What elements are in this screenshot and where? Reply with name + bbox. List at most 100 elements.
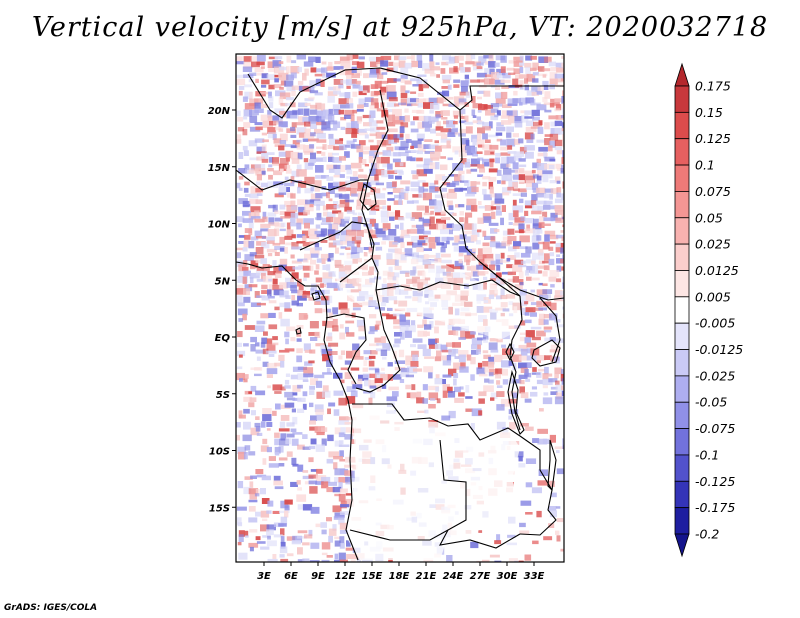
velocity-cell: [452, 224, 461, 231]
velocity-cell: [555, 62, 563, 69]
velocity-cell: [326, 72, 336, 78]
velocity-cell: [520, 332, 530, 335]
velocity-cell: [304, 162, 313, 170]
velocity-cell: [483, 385, 494, 392]
velocity-cell: [297, 504, 306, 510]
velocity-cell: [429, 66, 441, 71]
velocity-cell: [416, 169, 427, 177]
velocity-cell: [434, 356, 442, 362]
velocity-cell: [316, 258, 325, 263]
velocity-cell: [429, 216, 435, 224]
velocity-cell: [442, 182, 451, 186]
velocity-cell: [410, 121, 415, 126]
velocity-cell: [242, 266, 249, 271]
velocity-cell: [508, 558, 518, 562]
velocity-cell: [327, 434, 334, 442]
velocity-cell: [405, 384, 411, 390]
velocity-cell: [309, 426, 318, 431]
velocity-cell: [423, 102, 434, 109]
velocity-cell: [542, 438, 550, 444]
velocity-cell: [416, 397, 425, 404]
velocity-cell: [502, 230, 511, 236]
velocity-cell: [278, 192, 287, 195]
velocity-cell: [441, 193, 448, 198]
velocity-cell: [489, 68, 495, 75]
velocity-cell: [254, 422, 261, 428]
velocity-cell: [273, 289, 284, 296]
velocity-cell: [272, 278, 278, 286]
velocity-cell: [423, 115, 432, 121]
velocity-cell: [423, 79, 428, 88]
velocity-cell: [297, 464, 304, 472]
velocity-cell: [441, 236, 450, 242]
velocity-cell: [274, 246, 285, 250]
velocity-cell: [352, 464, 358, 470]
sao-tome-island: [295, 327, 302, 335]
velocity-cell: [298, 265, 304, 270]
velocity-cell: [340, 308, 350, 315]
velocity-cell: [302, 138, 309, 142]
velocity-cell: [532, 540, 539, 545]
velocity-cell: [236, 366, 243, 370]
velocity-cell: [490, 206, 501, 210]
velocity-cell: [429, 73, 436, 77]
velocity-cell: [500, 163, 509, 169]
velocity-cell: [512, 264, 523, 273]
velocity-cell: [513, 68, 521, 74]
velocity-cell: [536, 187, 546, 195]
border-southern-angola: [349, 529, 449, 541]
velocity-cell: [554, 146, 563, 151]
velocity-cell: [536, 193, 547, 198]
velocity-cell: [464, 121, 474, 125]
velocity-cell: [326, 555, 333, 558]
velocity-cell: [345, 164, 351, 171]
velocity-cell: [406, 366, 418, 374]
velocity-cell: [440, 210, 447, 215]
velocity-cell: [471, 253, 476, 261]
velocity-cell: [332, 210, 342, 214]
velocity-cell: [470, 541, 479, 549]
velocity-cell: [531, 235, 540, 242]
velocity-cell: [388, 235, 394, 241]
velocity-cell: [544, 253, 550, 261]
velocity-cell: [544, 366, 549, 375]
velocity-cell: [506, 264, 514, 269]
velocity-cell: [393, 134, 404, 140]
velocity-cell: [363, 103, 369, 107]
velocity-cell: [304, 121, 311, 127]
velocity-cell: [561, 266, 564, 271]
velocity-cell: [339, 440, 344, 445]
velocity-cell: [482, 181, 487, 187]
velocity-cell: [501, 344, 507, 348]
lon-tick-label: 3E: [257, 571, 271, 582]
velocity-cell: [412, 368, 423, 372]
velocity-cell: [466, 259, 470, 266]
velocity-cell: [464, 145, 475, 154]
velocity-cell: [369, 314, 377, 319]
velocity-cell: [506, 156, 516, 164]
velocity-cell: [340, 427, 346, 435]
velocity-cell: [477, 337, 486, 341]
velocity-cell: [242, 145, 248, 151]
velocity-cell: [400, 367, 410, 373]
velocity-cell: [446, 200, 453, 207]
velocity-cell: [332, 157, 342, 163]
velocity-cell: [236, 61, 245, 65]
velocity-cell: [393, 152, 401, 157]
velocity-cell: [344, 434, 353, 440]
velocity-cell: [304, 349, 313, 353]
velocity-cell: [340, 230, 347, 236]
velocity-cell: [338, 420, 349, 425]
velocity-cell: [543, 204, 551, 210]
velocity-cell: [284, 182, 295, 187]
velocity-cell: [381, 139, 392, 146]
velocity-cell: [328, 481, 338, 486]
velocity-cell: [490, 228, 498, 234]
velocity-cell: [266, 74, 276, 80]
velocity-cell: [429, 162, 437, 170]
colorbar-box: [674, 296, 690, 324]
velocity-cell: [496, 534, 501, 542]
velocity-cell: [321, 559, 330, 562]
velocity-cell: [362, 90, 368, 93]
